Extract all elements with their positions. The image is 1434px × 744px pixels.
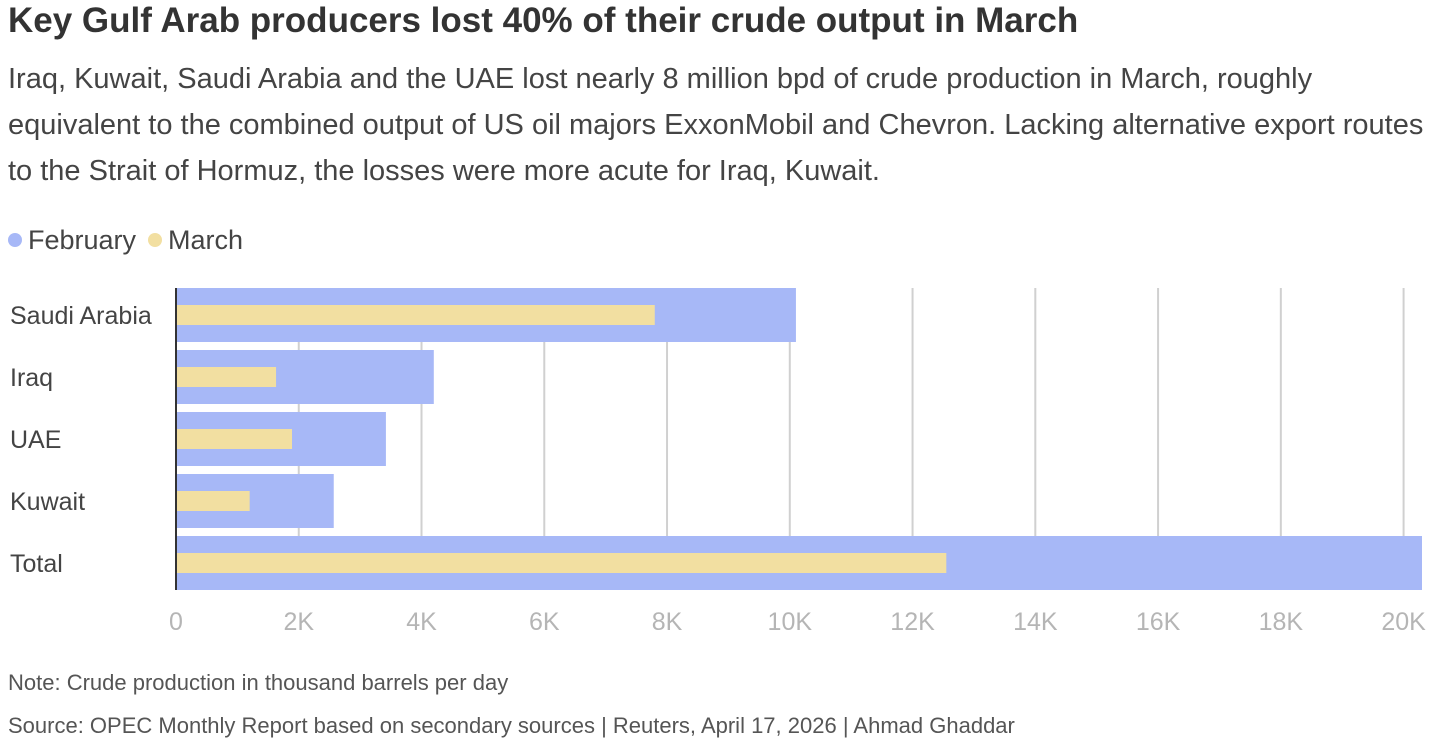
chart-title: Key Gulf Arab producers lost 40% of thei… [8,1,1079,40]
x-tick-label: 8K [652,608,683,636]
x-tick-label: 18K [1259,608,1304,636]
x-tick-label: 20K [1381,608,1426,636]
x-tick-label: 16K [1136,608,1181,636]
legend-item-february: February [8,225,136,256]
x-tick-label: 0 [169,608,183,636]
legend-label-february: February [28,224,137,255]
category-label: UAE [10,426,61,454]
category-label: Iraq [10,364,53,392]
legend-item-march: March [148,225,243,256]
legend-swatch-february [8,233,22,247]
chart-note: Note: Crude production in thousand barre… [8,670,509,695]
x-tick-label: 14K [1013,608,1058,636]
chart-subtitle: Iraq, Kuwait, Saudi Arabia and the UAE l… [8,63,1424,187]
category-label: Saudi Arabia [10,302,152,330]
chart-source: Source: OPEC Monthly Report based on sec… [8,713,1015,738]
bar-march [176,491,250,511]
x-tick-label: 6K [529,608,560,636]
x-tick-label: 2K [283,608,314,636]
category-label: Kuwait [10,488,85,516]
category-label: Total [10,550,63,578]
x-tick-label: 10K [768,608,813,636]
bar-march [176,553,947,573]
legend: February March [8,222,255,258]
x-tick-label: 4K [406,608,437,636]
x-tick-label: 12K [890,608,935,636]
bar-march [176,305,655,325]
bar-march [176,429,293,449]
legend-label-march: March [168,224,244,255]
bar-march [176,367,277,387]
bar-chart: Saudi Arabia Iraq UAE Kuwait Total 0 2K 4K 6K 8K 1… [10,288,1426,636]
legend-swatch-march [148,233,163,247]
